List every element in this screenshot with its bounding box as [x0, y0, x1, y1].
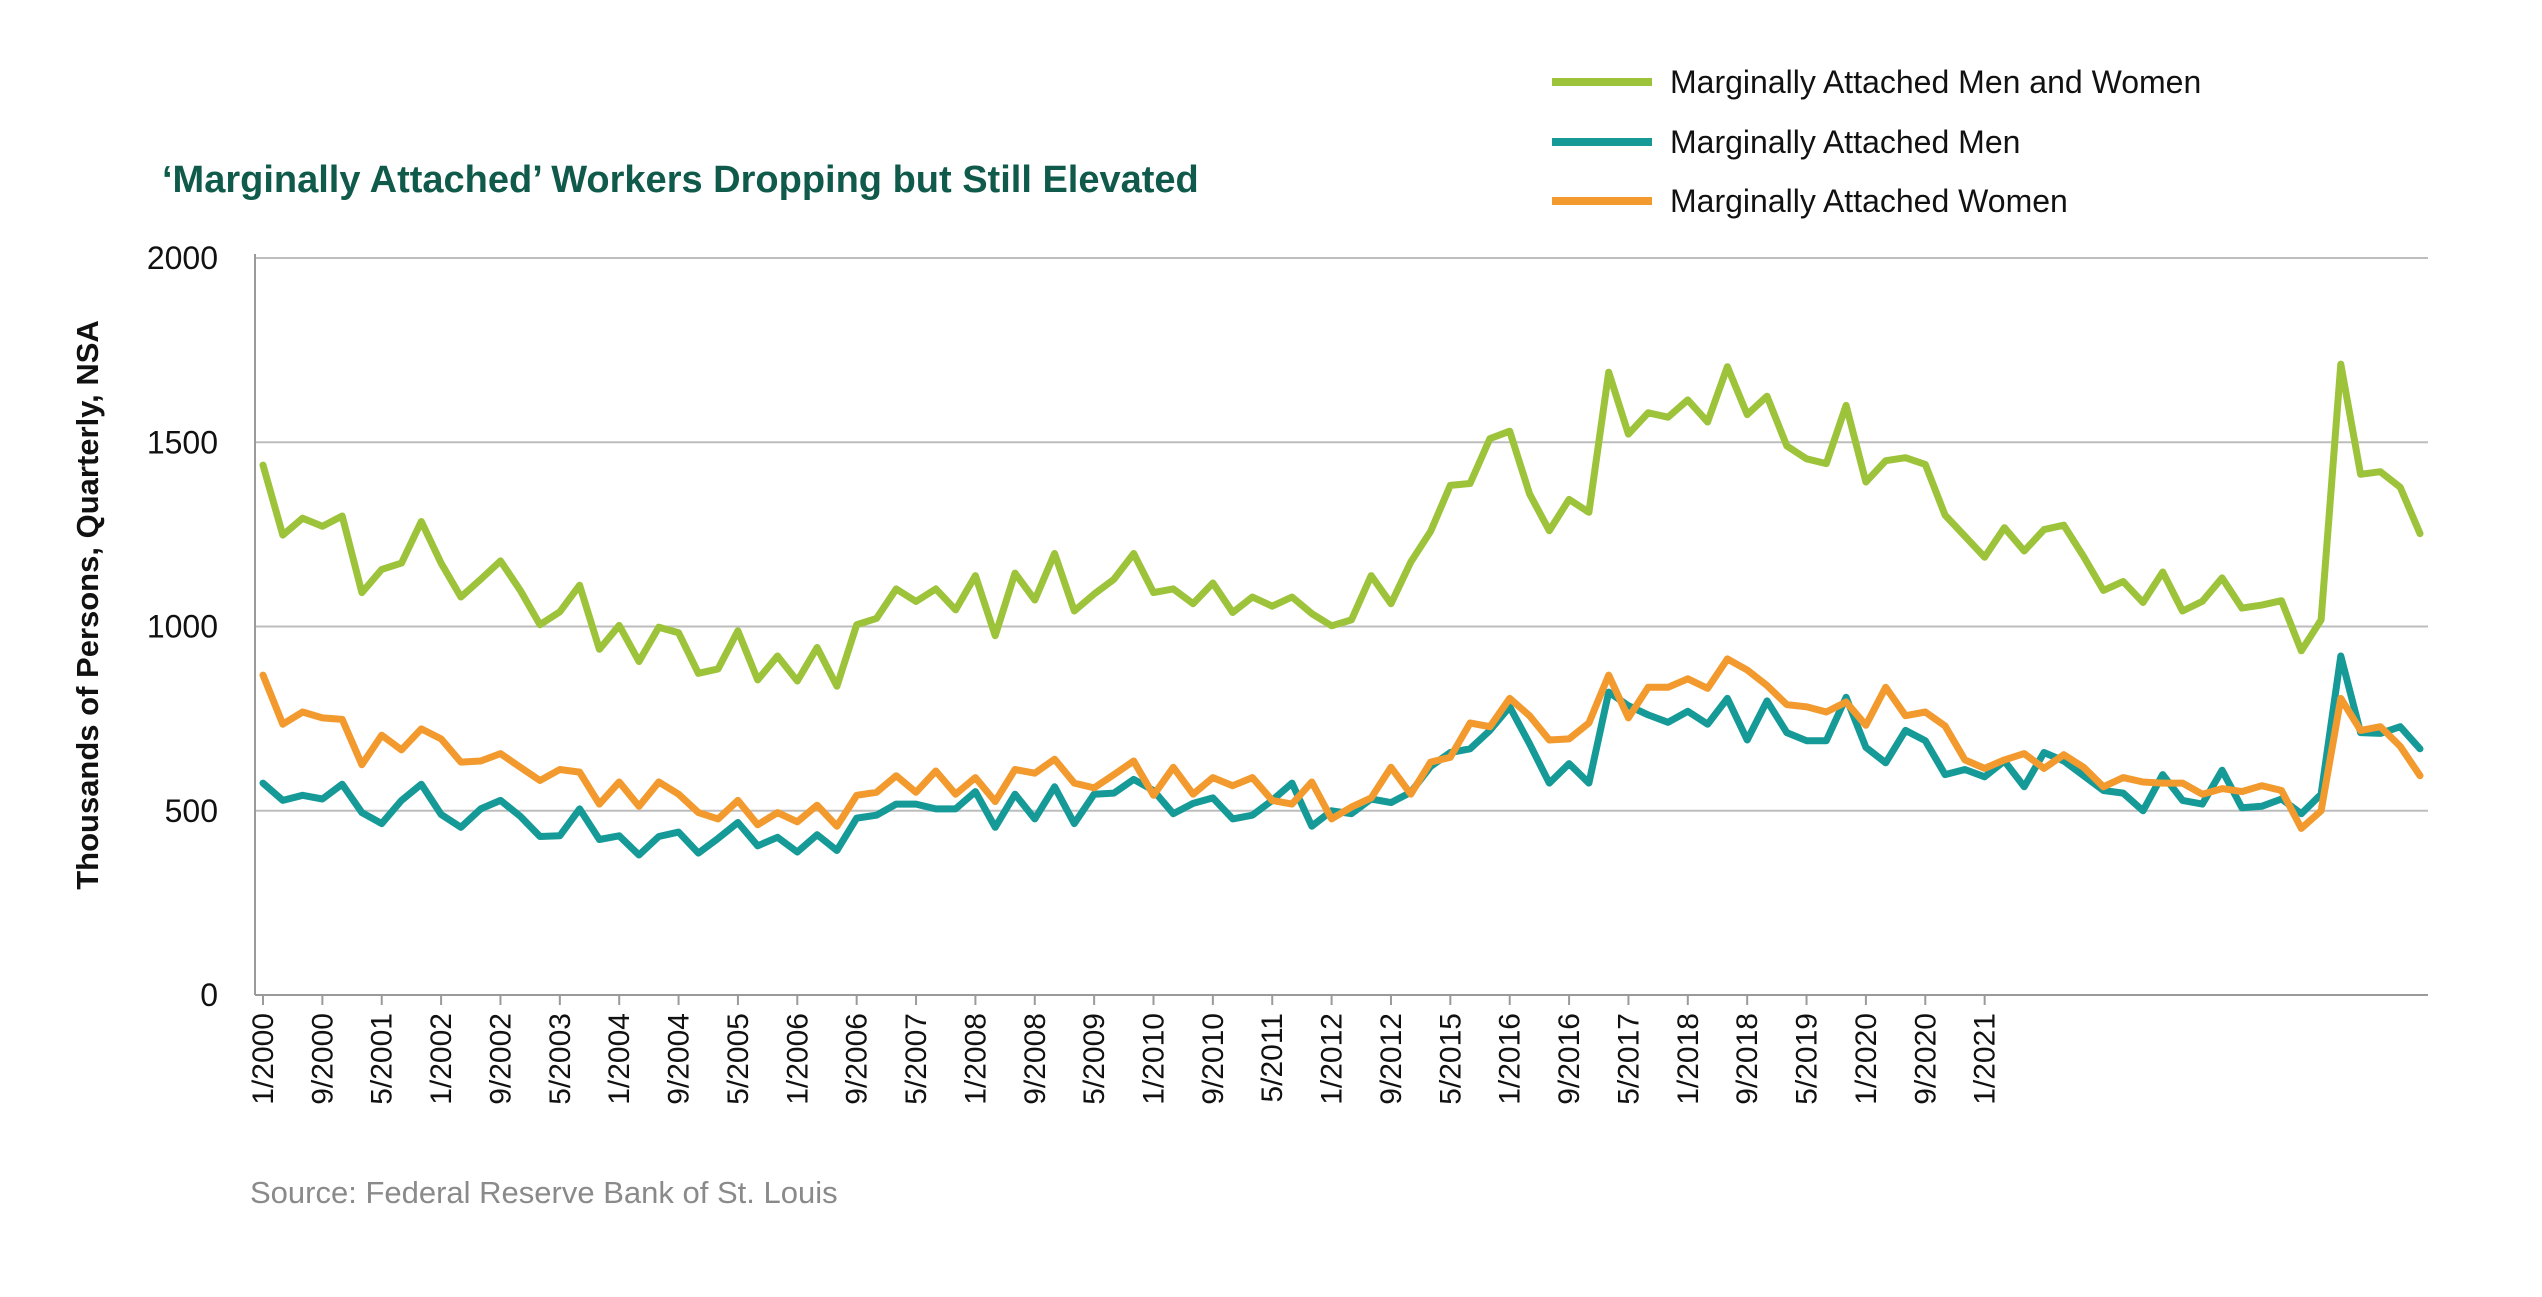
x-tick-label: 9/2010 [1197, 1013, 1230, 1105]
x-tick-label: 1/2004 [603, 1013, 636, 1105]
source-note: Source: Federal Reserve Bank of St. Loui… [250, 1175, 838, 1210]
x-tick-label: 1/2006 [781, 1013, 814, 1105]
x-tick-label: 5/2015 [1434, 1013, 1467, 1105]
chart-title: ‘Marginally Attached’ Workers Dropping b… [162, 159, 1199, 201]
legend-label-men-and-women: Marginally Attached Men and Women [1670, 64, 2201, 100]
x-tick-label: 5/2001 [366, 1013, 399, 1105]
x-tick-label: 1/2008 [959, 1013, 992, 1105]
series-line-2 [259, 655, 2424, 832]
x-tick-label: 5/2005 [722, 1013, 755, 1105]
x-axis-ticks: 1/2000 9/2000 5/2001 1/2002 9/2002 5/2003 1/20… [247, 995, 2002, 1105]
x-tick-label: 9/2018 [1731, 1013, 1764, 1105]
legend-label-men: Marginally Attached Men [1670, 124, 2020, 160]
x-tick-label: 1/2018 [1672, 1013, 1705, 1105]
x-tick-label: 9/2008 [1019, 1013, 1052, 1105]
series-line-0 [259, 360, 2424, 690]
x-tick-label: 5/2011 [1256, 1013, 1289, 1103]
x-tick-label: 9/2020 [1909, 1013, 1942, 1105]
x-tick-label: 1/2010 [1138, 1013, 1171, 1105]
series-group [259, 360, 2424, 859]
x-tick-label: 5/2007 [900, 1013, 933, 1105]
x-tick-label: 9/2012 [1375, 1013, 1408, 1105]
x-tick-label: 9/2016 [1553, 1013, 1586, 1105]
legend-label-women: Marginally Attached Women [1670, 183, 2068, 219]
x-tick-label: 1/2012 [1316, 1013, 1349, 1105]
gridlines [255, 257, 2428, 812]
y-tick-label-2000: 2000 [147, 240, 218, 276]
x-tick-label: 9/2002 [484, 1013, 517, 1105]
y-tick-label-0: 0 [200, 977, 218, 1013]
y-tick-label-500: 500 [165, 793, 218, 829]
x-tick-label: 1/2000 [247, 1013, 280, 1105]
x-tick-label: 1/2002 [425, 1013, 458, 1105]
legend: Marginally Attached Men and Women Margin… [1552, 64, 2201, 219]
x-tick-label: 9/2004 [663, 1013, 696, 1105]
x-tick-label: 9/2000 [306, 1013, 339, 1105]
y-tick-label-1000: 1000 [147, 609, 218, 645]
x-tick-label: 5/2009 [1078, 1013, 1111, 1105]
x-tick-label: 9/2006 [841, 1013, 874, 1105]
x-tick-label: 1/2020 [1850, 1013, 1883, 1105]
x-tick-label: 5/2003 [544, 1013, 577, 1105]
axes [254, 254, 2428, 996]
y-tick-label-1500: 1500 [147, 424, 218, 460]
x-tick-label: 5/2017 [1612, 1013, 1645, 1105]
x-tick-label: 5/2019 [1791, 1013, 1824, 1105]
series-line-1 [259, 652, 2424, 859]
x-tick-label: 1/2021 [1969, 1013, 2002, 1105]
y-axis-ticks: 0 500 1000 1500 2000 [147, 240, 218, 1013]
x-tick-label: 1/2016 [1494, 1013, 1527, 1105]
y-axis-label: Thousands of Persons, Quarterly, NSA [70, 320, 105, 890]
